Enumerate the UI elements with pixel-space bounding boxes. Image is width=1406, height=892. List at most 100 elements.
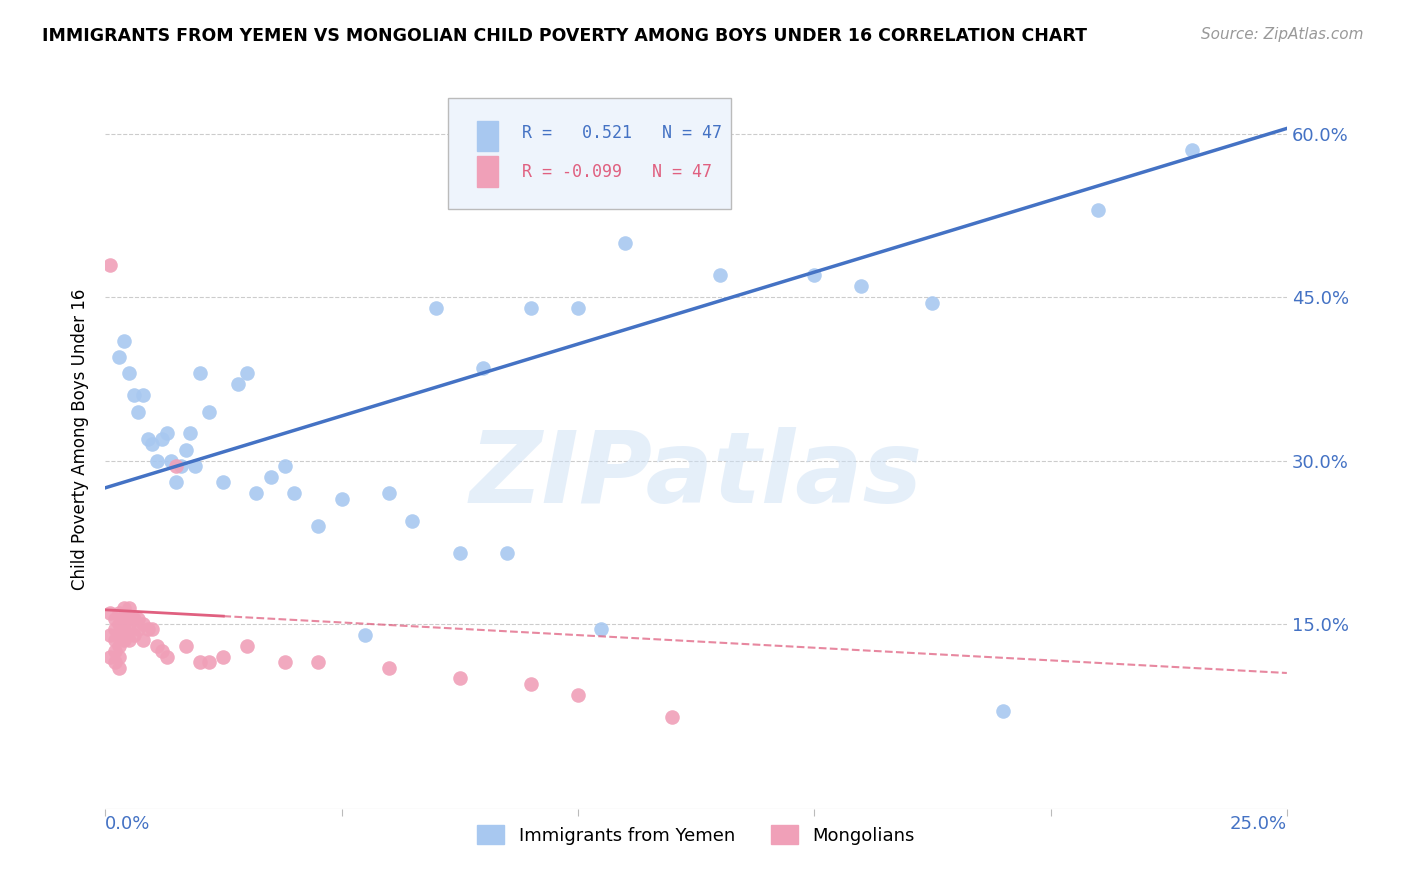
Text: Source: ZipAtlas.com: Source: ZipAtlas.com: [1201, 27, 1364, 42]
Point: [661, 709, 683, 723]
Point: [472, 361, 495, 376]
Text: 0.0%: 0.0%: [105, 814, 150, 832]
Point: [104, 611, 127, 625]
Text: R =   0.521   N = 47: R = 0.521 N = 47: [522, 124, 723, 142]
Point: [108, 617, 131, 632]
Point: [449, 546, 471, 560]
Point: [118, 367, 141, 381]
Legend: Immigrants from Yemen, Mongolians: Immigrants from Yemen, Mongolians: [477, 825, 915, 845]
Point: [122, 611, 145, 625]
Point: [274, 458, 297, 473]
Point: [401, 514, 423, 528]
Point: [108, 639, 131, 653]
Point: [156, 649, 179, 664]
Point: [132, 388, 155, 402]
Point: [160, 453, 183, 467]
Point: [174, 639, 197, 653]
Point: [851, 279, 873, 293]
Point: [661, 165, 683, 179]
Point: [108, 350, 131, 364]
Point: [136, 432, 159, 446]
Point: [108, 649, 131, 664]
Point: [567, 688, 589, 702]
Point: [174, 442, 197, 457]
Point: [519, 301, 541, 315]
Point: [141, 623, 163, 637]
Point: [198, 655, 221, 669]
FancyBboxPatch shape: [449, 98, 731, 210]
Point: [212, 649, 235, 664]
Point: [236, 639, 259, 653]
Point: [112, 623, 135, 637]
Text: ZIPatlas: ZIPatlas: [470, 427, 922, 524]
Point: [567, 301, 589, 315]
Point: [112, 611, 135, 625]
Point: [378, 486, 401, 500]
Point: [104, 644, 127, 658]
Point: [98, 649, 121, 664]
Point: [146, 453, 169, 467]
Point: [496, 546, 519, 560]
Point: [98, 606, 121, 620]
Point: [921, 295, 943, 310]
Point: [1087, 203, 1109, 218]
Point: [141, 437, 163, 451]
Point: [122, 388, 145, 402]
Point: [118, 633, 141, 648]
Point: [104, 655, 127, 669]
Point: [127, 404, 149, 418]
Point: [330, 491, 353, 506]
Point: [127, 611, 149, 625]
Point: [104, 633, 127, 648]
Point: [212, 475, 235, 490]
Point: [259, 470, 281, 484]
Point: [226, 377, 249, 392]
Point: [118, 600, 141, 615]
Point: [179, 426, 201, 441]
Point: [307, 519, 329, 533]
Point: [118, 623, 141, 637]
Point: [993, 704, 1015, 718]
Text: R = -0.099   N = 47: R = -0.099 N = 47: [522, 163, 713, 181]
Point: [112, 633, 135, 648]
Point: [108, 628, 131, 642]
Point: [1181, 143, 1204, 157]
Point: [118, 611, 141, 625]
Point: [127, 623, 149, 637]
Point: [132, 633, 155, 648]
Text: IMMIGRANTS FROM YEMEN VS MONGOLIAN CHILD POVERTY AMONG BOYS UNDER 16 CORRELATION: IMMIGRANTS FROM YEMEN VS MONGOLIAN CHILD…: [42, 27, 1087, 45]
Point: [188, 367, 211, 381]
Point: [150, 644, 173, 658]
Point: [307, 655, 329, 669]
Point: [165, 458, 187, 473]
Point: [112, 334, 135, 348]
Point: [378, 660, 401, 674]
Point: [165, 475, 187, 490]
Point: [170, 458, 193, 473]
Point: [132, 617, 155, 632]
Point: [519, 677, 541, 691]
Point: [274, 655, 297, 669]
Point: [98, 628, 121, 642]
Point: [146, 639, 169, 653]
Point: [709, 268, 731, 283]
Bar: [478, 156, 498, 187]
Point: [108, 660, 131, 674]
Point: [184, 458, 207, 473]
Point: [188, 655, 211, 669]
Point: [591, 623, 613, 637]
Bar: [478, 120, 498, 152]
Point: [150, 432, 173, 446]
Point: [104, 623, 127, 637]
Point: [236, 367, 259, 381]
Point: [425, 301, 447, 315]
Point: [108, 606, 131, 620]
Point: [245, 486, 267, 500]
Point: [449, 672, 471, 686]
Y-axis label: Child Poverty Among Boys Under 16: Child Poverty Among Boys Under 16: [72, 288, 89, 590]
Point: [803, 268, 825, 283]
Text: 25.0%: 25.0%: [1230, 814, 1286, 832]
Point: [156, 426, 179, 441]
Point: [283, 486, 305, 500]
Point: [98, 258, 121, 272]
